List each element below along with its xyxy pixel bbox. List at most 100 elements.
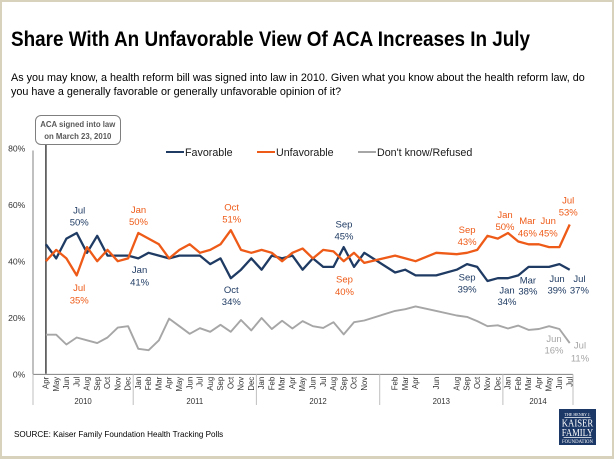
svg-text:Oct: Oct <box>224 285 239 296</box>
svg-text:53%: 53% <box>559 208 579 219</box>
svg-text:34%: 34% <box>497 297 517 308</box>
svg-text:Nov: Nov <box>483 377 492 391</box>
svg-text:May: May <box>52 377 61 392</box>
svg-text:16%: 16% <box>544 346 564 357</box>
svg-text:37%: 37% <box>570 285 590 296</box>
svg-text:2014: 2014 <box>529 397 547 406</box>
svg-text:Dec: Dec <box>124 377 133 391</box>
svg-text:Feb: Feb <box>144 376 153 390</box>
svg-text:Jun: Jun <box>555 377 564 390</box>
svg-text:Apr: Apr <box>42 376 51 389</box>
svg-text:Jul: Jul <box>565 377 574 387</box>
svg-text:45%: 45% <box>539 228 559 239</box>
svg-text:Jul: Jul <box>574 340 586 351</box>
svg-text:51%: 51% <box>222 214 242 225</box>
svg-text:40%: 40% <box>335 287 355 298</box>
svg-text:38%: 38% <box>518 287 538 298</box>
svg-text:Mar: Mar <box>401 376 410 390</box>
svg-text:40%: 40% <box>8 256 26 266</box>
svg-text:39%: 39% <box>458 285 478 296</box>
svg-text:Jun: Jun <box>541 216 556 227</box>
svg-text:Sep: Sep <box>463 376 472 391</box>
svg-text:Nov: Nov <box>113 377 122 391</box>
svg-text:Sep: Sep <box>336 219 353 230</box>
svg-text:Mar: Mar <box>155 376 164 390</box>
svg-text:39%: 39% <box>547 285 567 296</box>
svg-text:Jul: Jul <box>196 377 205 387</box>
svg-text:45%: 45% <box>334 231 354 242</box>
svg-text:FOUNDATION: FOUNDATION <box>562 440 594 445</box>
svg-text:35%: 35% <box>70 295 90 306</box>
svg-text:Dec: Dec <box>493 377 502 391</box>
svg-text:43%: 43% <box>458 237 478 248</box>
svg-text:May: May <box>175 377 184 392</box>
svg-text:Aug: Aug <box>452 377 461 391</box>
svg-text:Sep: Sep <box>459 273 476 284</box>
svg-text:2011: 2011 <box>186 397 203 406</box>
svg-text:Sep: Sep <box>216 376 225 391</box>
svg-text:Feb: Feb <box>267 376 276 390</box>
svg-text:Jan: Jan <box>134 377 143 390</box>
svg-text:Jul: Jul <box>72 377 81 387</box>
svg-text:Sep: Sep <box>339 376 348 391</box>
svg-text:Jan: Jan <box>131 205 146 216</box>
svg-text:Aug: Aug <box>206 377 215 391</box>
svg-text:Oct: Oct <box>473 376 482 389</box>
svg-text:2013: 2013 <box>433 397 450 406</box>
svg-text:Mar: Mar <box>524 376 533 390</box>
svg-text:Apr: Apr <box>411 376 420 389</box>
svg-text:Dec: Dec <box>247 377 256 391</box>
svg-text:Jun: Jun <box>432 377 441 390</box>
svg-text:Sep: Sep <box>336 275 353 286</box>
svg-text:50%: 50% <box>129 217 149 228</box>
svg-text:May: May <box>545 377 554 392</box>
svg-text:Sep: Sep <box>459 225 476 236</box>
svg-text:Jul: Jul <box>73 205 85 216</box>
svg-text:Jun: Jun <box>309 377 318 390</box>
svg-text:11%: 11% <box>571 353 590 364</box>
svg-text:34%: 34% <box>222 297 242 308</box>
svg-text:Jun: Jun <box>62 377 71 390</box>
svg-text:2012: 2012 <box>309 397 326 406</box>
svg-text:Oct: Oct <box>103 376 112 389</box>
svg-text:20%: 20% <box>8 313 26 323</box>
svg-text:THE HENRY J.: THE HENRY J. <box>565 412 591 417</box>
svg-text:Mar: Mar <box>278 376 287 390</box>
svg-text:Nov: Nov <box>237 377 246 391</box>
svg-text:Jul: Jul <box>319 377 328 387</box>
svg-text:0%: 0% <box>13 369 26 379</box>
svg-text:Aug: Aug <box>329 377 338 391</box>
svg-text:Apr: Apr <box>535 376 544 389</box>
svg-text:Sep: Sep <box>93 376 102 391</box>
svg-text:Oct: Oct <box>226 376 235 389</box>
svg-text:Jul: Jul <box>73 283 85 294</box>
svg-text:Jan: Jan <box>132 265 147 276</box>
svg-text:Nov: Nov <box>360 377 369 391</box>
svg-text:FAMILY: FAMILY <box>562 427 594 439</box>
svg-text:Mar: Mar <box>519 216 535 227</box>
svg-text:Jun: Jun <box>549 274 564 285</box>
svg-text:2010: 2010 <box>74 397 92 406</box>
svg-text:Jun: Jun <box>546 334 561 345</box>
svg-text:Jan: Jan <box>499 286 514 297</box>
svg-text:Oct: Oct <box>350 376 359 389</box>
svg-text:80%: 80% <box>8 144 26 154</box>
svg-text:Jul: Jul <box>562 196 574 207</box>
svg-text:Oct: Oct <box>224 202 239 213</box>
svg-text:May: May <box>298 377 307 392</box>
svg-text:Apr: Apr <box>288 376 297 389</box>
svg-text:50%: 50% <box>70 218 90 229</box>
svg-text:Mar: Mar <box>520 276 536 287</box>
svg-text:Feb: Feb <box>514 376 523 390</box>
svg-text:Apr: Apr <box>165 376 174 389</box>
svg-text:Feb: Feb <box>391 376 400 390</box>
svg-text:46%: 46% <box>518 228 538 239</box>
svg-text:Aug: Aug <box>83 377 92 391</box>
svg-text:Jan: Jan <box>504 377 513 390</box>
svg-text:60%: 60% <box>8 200 26 210</box>
svg-text:Jul: Jul <box>573 274 585 285</box>
svg-text:41%: 41% <box>130 278 150 289</box>
svg-text:KAISER: KAISER <box>562 418 594 430</box>
svg-text:Jan: Jan <box>497 210 512 221</box>
svg-text:50%: 50% <box>495 222 515 233</box>
